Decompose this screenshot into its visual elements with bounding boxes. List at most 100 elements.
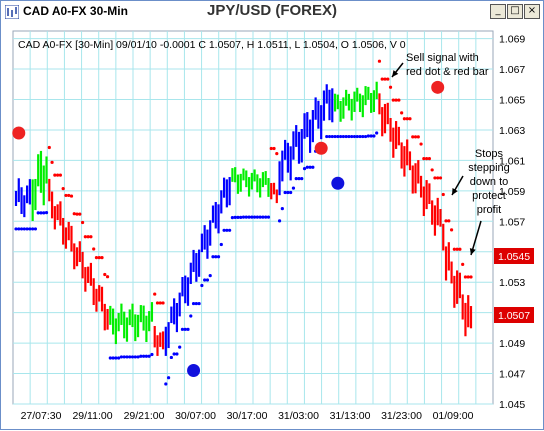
stop-dot bbox=[266, 215, 271, 219]
stop-dot bbox=[150, 352, 154, 357]
stop-dot bbox=[369, 134, 373, 138]
stop-dot bbox=[261, 215, 265, 219]
stop-dot bbox=[438, 176, 443, 180]
x-tick-label: 31/13:00 bbox=[330, 410, 371, 422]
minimize-button[interactable]: _ bbox=[490, 4, 506, 19]
stop-dot bbox=[394, 98, 398, 102]
stop-dot bbox=[164, 382, 168, 386]
stop-dot bbox=[350, 134, 354, 139]
stop-dot bbox=[194, 301, 198, 306]
stop-dot bbox=[153, 292, 157, 296]
price-box-label: 1.0507 bbox=[498, 310, 530, 322]
stop-dot bbox=[341, 134, 345, 139]
stop-dot bbox=[391, 98, 395, 102]
stop-dot bbox=[191, 301, 196, 306]
stop-dot bbox=[430, 168, 434, 172]
stop-dot bbox=[463, 275, 468, 279]
x-tick-label: 30/17:00 bbox=[227, 410, 268, 422]
stop-dot bbox=[203, 278, 207, 282]
stop-dot bbox=[333, 134, 337, 139]
y-tick-label: 1.059 bbox=[499, 186, 525, 198]
stop-dot bbox=[225, 228, 229, 232]
stop-dot bbox=[291, 186, 296, 190]
title-bar[interactable]: CAD A0-FX 30-Min JPY/USD (FOREX) _ □ × bbox=[1, 1, 543, 23]
stop-dot bbox=[72, 212, 76, 216]
stop-dot bbox=[136, 355, 140, 359]
stop-dot bbox=[402, 117, 407, 121]
stop-dot bbox=[247, 215, 251, 219]
stop-dot bbox=[169, 355, 173, 360]
y-tick-label: 1.045 bbox=[499, 399, 525, 411]
stop-dot bbox=[344, 134, 348, 139]
stop-dot bbox=[302, 167, 307, 171]
stop-dot bbox=[78, 212, 82, 216]
signal-dot bbox=[331, 176, 345, 190]
stop-dot bbox=[197, 301, 201, 306]
stop-dot bbox=[305, 165, 309, 169]
stop-dot bbox=[466, 275, 470, 279]
stop-dot bbox=[447, 219, 451, 223]
stop-dot bbox=[436, 176, 440, 180]
stop-dot bbox=[375, 131, 379, 135]
close-button[interactable]: × bbox=[524, 4, 540, 19]
arrow-stops-2-head bbox=[469, 248, 476, 255]
signal-dot bbox=[431, 80, 445, 94]
stop-dot bbox=[67, 193, 71, 198]
stop-dot bbox=[352, 134, 357, 139]
stop-dot bbox=[103, 272, 107, 277]
chart-window-icon bbox=[5, 5, 19, 19]
y-tick-label: 1.069 bbox=[499, 34, 525, 46]
x-tick-label: 31/03:00 bbox=[278, 410, 319, 422]
y-tick-label: 1.053 bbox=[499, 277, 525, 289]
annotation-stops: protect bbox=[472, 190, 506, 202]
stop-dot bbox=[308, 165, 312, 169]
stop-dot bbox=[383, 77, 387, 81]
stop-dot bbox=[427, 157, 431, 161]
y-tick-label: 1.063 bbox=[499, 125, 525, 137]
stop-dot bbox=[94, 256, 99, 260]
stop-dot bbox=[216, 255, 221, 259]
stop-dot bbox=[411, 135, 415, 139]
maximize-button[interactable]: □ bbox=[507, 4, 523, 19]
stop-dot bbox=[244, 215, 248, 219]
price-box: 1.0545 bbox=[494, 248, 534, 264]
stop-dot bbox=[250, 215, 254, 219]
stop-dot bbox=[416, 135, 420, 139]
stop-dot bbox=[433, 176, 437, 180]
stop-dot bbox=[239, 215, 243, 219]
stop-dot bbox=[422, 157, 426, 161]
stop-dot bbox=[61, 187, 65, 191]
y-tick-label: 1.049 bbox=[499, 338, 525, 350]
stop-dot bbox=[455, 247, 459, 251]
stop-dot bbox=[180, 327, 185, 331]
stop-dot bbox=[214, 255, 218, 259]
stop-dot bbox=[155, 301, 160, 305]
arrow-sell-signal-head bbox=[392, 70, 399, 77]
stop-dot bbox=[269, 146, 273, 151]
stop-dot bbox=[122, 355, 126, 359]
stop-dot bbox=[133, 355, 137, 359]
x-tick-label: 27/07:30 bbox=[21, 410, 62, 422]
stop-dot bbox=[175, 352, 179, 356]
stop-dot bbox=[330, 134, 334, 139]
stop-dot bbox=[286, 190, 290, 195]
stop-dot bbox=[108, 356, 112, 360]
stop-dot bbox=[230, 216, 235, 220]
stop-dot bbox=[311, 165, 315, 169]
stop-dot bbox=[325, 134, 329, 139]
price-box-label: 1.0545 bbox=[498, 251, 530, 263]
y-tick-label: 1.067 bbox=[499, 64, 525, 76]
stop-dot bbox=[33, 227, 38, 231]
stop-dot bbox=[413, 135, 418, 139]
y-tick-label: 1.047 bbox=[499, 369, 525, 381]
stop-dot bbox=[258, 215, 262, 219]
stop-dot bbox=[252, 215, 257, 219]
stop-dot bbox=[166, 376, 171, 380]
price-box-bg bbox=[494, 248, 534, 264]
stop-dot bbox=[452, 247, 456, 251]
annotation-sell-signal: red dot & red bar bbox=[406, 66, 489, 78]
stop-dot bbox=[161, 301, 165, 305]
stop-dot bbox=[83, 235, 87, 239]
